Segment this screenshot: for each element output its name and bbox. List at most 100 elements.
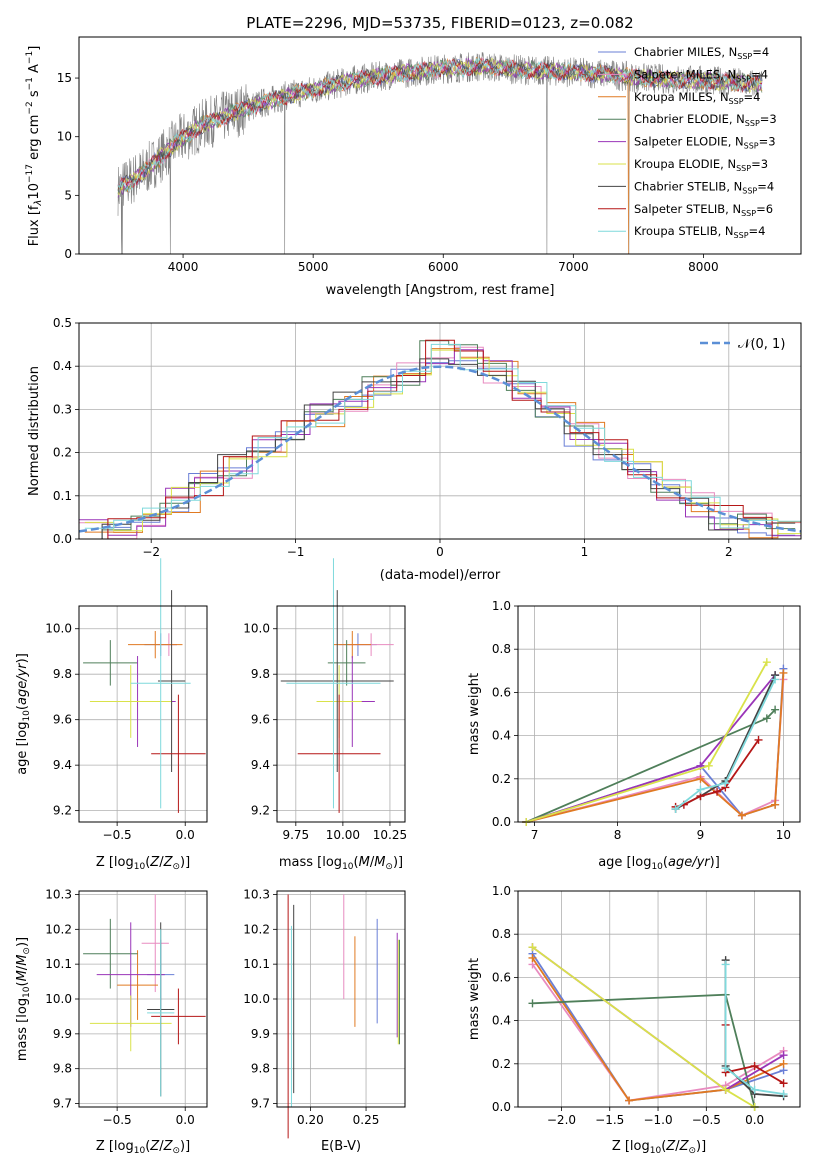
mw_vs_age-series-line	[525, 709, 776, 823]
residuals-histogram-step	[84, 348, 801, 539]
mw_vs_age-ytick-label: 1.0	[492, 599, 511, 613]
residuals-histogram-step	[79, 360, 796, 540]
spectrum-ytick-label: 15	[57, 71, 72, 85]
mw_vs_age-series-line	[526, 661, 768, 823]
mw_vs_age-ytick-label: 0.6	[492, 685, 511, 699]
residuals-xtick-label: 2	[725, 545, 733, 559]
spectrum-xtick-label: 5000	[298, 260, 329, 274]
mw_vs_age-series-marker	[771, 800, 780, 809]
age_vs_Z-ytick-label: 10.0	[45, 622, 72, 636]
mw_vs_age-ytick-label: 0.2	[492, 772, 511, 786]
spectrum-legend-label: Kroupa STELIB, NSSP=4	[634, 224, 765, 240]
residuals-xlabel: (data-model)/error	[380, 568, 501, 583]
mass_vs_ebv-ytick-label: 10.0	[243, 992, 270, 1006]
mw_vs_age-ytick-label: 0.4	[492, 729, 511, 743]
residuals-ytick-label: 0.5	[53, 316, 72, 330]
mw_vs_Z-ylabel: mass weight	[467, 958, 482, 1040]
spectrum-legend-label: Salpeter STELIB, NSSP=6	[634, 202, 773, 218]
residuals-ytick-label: 0.0	[53, 532, 72, 546]
residuals-xtick-label: 0	[436, 545, 444, 559]
age_vs_mass-ytick-label: 9.2	[251, 804, 270, 818]
mw_vs_Z-xtick-label: −0.5	[692, 1113, 721, 1127]
mw_vs_age-series-line	[526, 668, 785, 823]
residuals-xtick-label: −1	[287, 545, 305, 559]
residuals-normal-curve	[78, 365, 802, 533]
mass_vs_Z-ytick-label: 9.7	[53, 1097, 72, 1111]
mw_vs_age-series-line	[526, 674, 776, 823]
spectrum-xtick-label: 6000	[428, 260, 459, 274]
mw_vs_Z-frame	[517, 890, 801, 1108]
spectrum-legend-label: Kroupa ELODIE, NSSP=3	[634, 157, 768, 173]
spectrum-ytick-label: 0	[64, 247, 72, 261]
mw_vs_Z-ytick-label: 0.4	[492, 1014, 511, 1028]
mw_vs_Z-ytick-label: 1.0	[492, 884, 511, 898]
mw_vs_Z-xtick-label: −2.0	[547, 1113, 576, 1127]
mw_vs_age-xtick-label: 7	[531, 828, 539, 842]
mw_vs_age-series-marker	[713, 787, 722, 796]
age_vs_mass-xtick-label: 10.25	[373, 828, 407, 842]
mw_vs_age-ytick-label: 0.0	[492, 815, 511, 829]
mw_vs_age-xtick-label: 9	[697, 828, 705, 842]
residuals-frame	[78, 322, 802, 540]
mw_vs_Z-series-marker	[750, 1085, 759, 1094]
age_vs_Z-ytick-label: 9.8	[53, 667, 72, 681]
residuals-histogram-step	[79, 349, 801, 537]
mw_vs_Z-series-line	[531, 957, 784, 1102]
mw_vs_age-series-marker	[671, 805, 680, 814]
age_vs_mass-xlabel: mass [log10(M/M⊙)]	[279, 855, 403, 872]
age_vs_Z-ytick-label: 9.4	[53, 758, 72, 772]
age_vs_mass-ytick-label: 9.8	[251, 667, 270, 681]
residuals-histogram-step	[84, 349, 801, 535]
mw_vs_Z-xtick-label: 0.0	[745, 1113, 764, 1127]
mass_vs_ebv-frame	[276, 890, 406, 1108]
mw_vs_Z-series-marker	[779, 1051, 788, 1060]
age_vs_mass-xtick-label: 10.00	[326, 828, 360, 842]
spectrum-ytick-label: 5	[64, 188, 72, 202]
spectrum-legend-label: Chabrier STELIB, NSSP=4	[634, 179, 774, 195]
mw_vs_Z-ytick-label: 0.0	[492, 1100, 511, 1114]
spectrum-xtick-label: 8000	[688, 260, 719, 274]
spectrum-ylabel: Flux [fλ10−17 erg cm−2 s−1 A−1]	[25, 46, 44, 247]
age_vs_Z-frame	[78, 605, 208, 823]
mw_vs_Z-series-marker	[528, 953, 537, 962]
residuals-legend-label: 𝒩(0, 1)	[738, 337, 785, 352]
spectrum-legend-label: Salpeter MILES, NSSP=4	[634, 67, 768, 83]
residuals-ytick-label: 0.3	[53, 402, 72, 416]
age_vs_mass-xtick-label: 9.75	[282, 828, 309, 842]
mw_vs_Z-series-marker	[779, 1090, 788, 1099]
mw_vs_age-ylabel: mass weight	[467, 673, 482, 755]
mw_vs_age-series-marker	[779, 668, 788, 677]
mw_vs_Z-series-marker	[750, 1061, 759, 1070]
spectrum-ytick-label: 10	[57, 130, 72, 144]
mw_vs_Z-series-line	[531, 946, 756, 1108]
mass_vs_ebv-ytick-label: 9.8	[251, 1062, 270, 1076]
mass_vs_ebv-xtick-label: 0.25	[353, 1113, 380, 1127]
age_vs_Z-xtick-label: 0.0	[176, 828, 195, 842]
residuals-xtick-label: −2	[142, 545, 160, 559]
mass_vs_ebv-ytick-label: 10.1	[243, 957, 270, 971]
age_vs_mass-ytick-label: 9.4	[251, 758, 270, 772]
mass_vs_Z-ytick-label: 10.2	[45, 922, 72, 936]
mw_vs_Z-series-marker	[721, 960, 730, 969]
mw_vs_age-series-marker	[721, 779, 730, 788]
age_vs_Z-ytick-label: 9.6	[53, 713, 72, 727]
mass_vs_Z-ytick-label: 9.9	[53, 1027, 72, 1041]
mw_vs_age-series-marker	[771, 705, 780, 714]
age_vs_mass-ytick-label: 9.6	[251, 713, 270, 727]
mw_vs_Z-xlabel: Z [log10(Z/Z⊙)]	[612, 1139, 706, 1156]
spectrum-model-line	[117, 57, 763, 192]
residuals-ylabel: Normed distribution	[27, 366, 42, 496]
age_vs_mass-frame	[276, 605, 406, 823]
spectrum-data-line	[117, 52, 763, 255]
mw_vs_age-series-marker	[737, 811, 746, 820]
mass_vs_Z-ytick-label: 10.3	[45, 887, 72, 901]
age_vs_mass-ytick-label: 10.0	[243, 622, 270, 636]
mw_vs_age-series-marker	[762, 714, 771, 723]
mw_vs_Z-ytick-label: 0.6	[492, 970, 511, 984]
mass_vs_ebv-ytick-label: 9.9	[251, 1027, 270, 1041]
mw_vs_age-frame	[517, 605, 801, 823]
mw_vs_age-series-marker	[696, 774, 705, 783]
mw_vs_Z-series-marker	[721, 1085, 730, 1094]
